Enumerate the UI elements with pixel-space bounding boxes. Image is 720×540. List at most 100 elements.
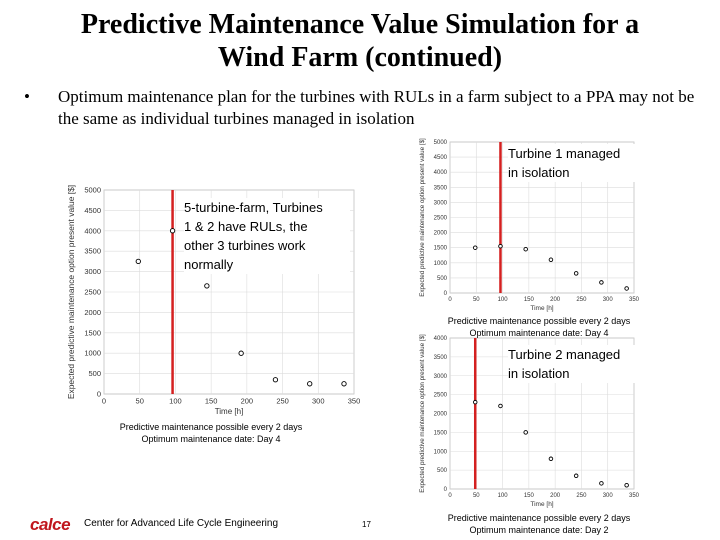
y-tick-label: 500 — [88, 369, 101, 378]
farm-annotation-line-4: normally — [184, 257, 234, 272]
y-tick-label: 4000 — [84, 226, 101, 235]
x-tick-label: 250 — [576, 493, 587, 499]
data-point — [169, 228, 176, 234]
x-tick-label: 350 — [348, 397, 361, 406]
footer-org-name: Center for Advanced Life Cycle Engineeri… — [84, 518, 279, 529]
data-point — [307, 381, 313, 387]
x-tick-label: 350 — [629, 297, 640, 303]
x-tick-label: 200 — [550, 493, 561, 499]
x-tick-label: 200 — [550, 297, 561, 303]
x-tick-label: 100 — [498, 493, 509, 499]
data-point — [472, 399, 478, 405]
data-point — [238, 350, 244, 356]
y-tick-label: 3500 — [434, 355, 448, 361]
y-tick-label: 4000 — [434, 170, 448, 176]
data-point — [548, 456, 554, 462]
bullet-text: Optimum maintenance plan for the turbine… — [58, 87, 695, 128]
farm-annotation-line-2: 1 & 2 have RULs, the — [184, 219, 308, 234]
turbine2-annotation-line-2: in isolation — [508, 366, 570, 381]
calce-logo: calce — [30, 515, 71, 534]
farm-chart: 0 500 1000 1500 2000 2500 3000 3500 4000 4500 5000… — [64, 182, 364, 418]
y-tick-label: 4500 — [434, 155, 448, 161]
turbine2-caption-line-1: Predictive maintenance possible every 2 … — [447, 513, 631, 523]
y-tick-label: 0 — [97, 390, 101, 399]
y-axis-label: Expected predictive maintenance option p… — [419, 334, 426, 493]
farm-annotation-line-3: other 3 turbines work — [184, 238, 306, 253]
y-tick-label: 1500 — [434, 430, 448, 436]
data-point — [599, 481, 604, 486]
y-tick-label: 3000 — [434, 200, 448, 206]
data-point — [135, 258, 141, 265]
data-point — [204, 283, 210, 289]
data-point — [523, 246, 528, 252]
farm-caption-line-1: Predictive maintenance possible every 2 … — [119, 422, 303, 432]
x-tick-label: 300 — [603, 493, 614, 499]
turbine1-caption-line-2: Optimum maintenance date: Day 4 — [469, 328, 609, 338]
farm-chart-svg: 0500100015002000250030003500400045005000… — [67, 185, 361, 416]
y-tick-label: 2000 — [434, 412, 448, 418]
x-tick-label: 350 — [629, 493, 640, 499]
x-tick-label: 200 — [241, 397, 254, 406]
x-tick-label: 250 — [576, 297, 587, 303]
y-tick-label: 2000 — [84, 308, 101, 317]
title-line-1: Predictive Maintenance Value Simulation … — [80, 9, 640, 40]
data-point — [472, 245, 478, 250]
y-tick-label: 5000 — [434, 140, 448, 146]
y-tick-label: 2500 — [434, 393, 448, 399]
data-point — [523, 430, 528, 435]
data-point — [498, 243, 503, 249]
x-tick-label: 150 — [205, 397, 218, 406]
turbine2-caption-line-2: Optimum maintenance date: Day 2 — [469, 525, 609, 535]
turbine2-annotation-line-1: Turbine 2 managed — [508, 347, 621, 362]
turbine1-annotation-line-1: Turbine 1 managed — [508, 146, 621, 161]
x-tick-label: 100 — [169, 397, 182, 406]
page-number: 17 — [362, 520, 371, 529]
y-tick-label: 2500 — [84, 288, 101, 297]
x-axis-label: Time [h] — [530, 305, 553, 312]
slide-title: Predictive Maintenance Value Simulation … — [10, 8, 710, 74]
y-axis-label: Expected predictive maintenance option p… — [67, 185, 76, 399]
y-tick-label: 3500 — [434, 185, 448, 191]
turbine1-annotation: Turbine 1 managed in isolation — [508, 144, 636, 182]
turbine1-caption: Predictive maintenance possible every 2 … — [424, 315, 654, 339]
y-tick-label: 3000 — [434, 374, 448, 380]
y-tick-label: 1000 — [434, 261, 448, 267]
data-point — [573, 271, 579, 276]
y-tick-label: 2000 — [434, 231, 448, 237]
data-point — [341, 381, 347, 387]
x-tick-label: 300 — [603, 297, 614, 303]
x-tick-label: 0 — [448, 493, 452, 499]
y-tick-label: 500 — [437, 468, 448, 474]
x-tick-label: 0 — [102, 397, 106, 406]
y-tick-label: 4500 — [84, 206, 101, 215]
data-point — [498, 403, 503, 409]
farm-caption: Predictive maintenance possible every 2 … — [96, 421, 326, 445]
y-tick-label: 1000 — [434, 449, 448, 455]
y-tick-label: 4000 — [434, 336, 448, 342]
y-tick-label: 1500 — [434, 246, 448, 252]
turbine1-annotation-line-2: in isolation — [508, 165, 570, 180]
farm-annotation: 5-turbine-farm, Turbines 1 & 2 have RULs… — [184, 198, 350, 274]
y-axis-label: Expected predictive maintenance option p… — [419, 138, 426, 297]
x-tick-label: 0 — [448, 297, 452, 303]
data-point — [624, 286, 629, 291]
farm-annotation-line-1: 5-turbine-farm, Turbines — [184, 200, 323, 215]
data-point — [624, 482, 629, 488]
data-point — [599, 280, 604, 285]
x-tick-label: 50 — [136, 397, 144, 406]
bullet-icon: • — [24, 87, 30, 106]
x-tick-label: 150 — [524, 493, 535, 499]
y-tick-label: 0 — [444, 487, 448, 493]
y-tick-label: 5000 — [84, 186, 101, 195]
title-line-2: Wind Farm (continued) — [217, 42, 503, 73]
y-tick-label: 0 — [444, 291, 448, 297]
turbine2-caption: Predictive maintenance possible every 2 … — [424, 512, 654, 536]
y-tick-label: 1000 — [84, 349, 101, 358]
y-tick-label: 1500 — [84, 328, 101, 337]
y-tick-label: 3500 — [84, 247, 101, 256]
x-tick-label: 250 — [276, 397, 289, 406]
x-tick-label: 300 — [312, 397, 325, 406]
y-tick-label: 2500 — [434, 216, 448, 222]
x-tick-label: 50 — [473, 493, 480, 499]
x-tick-label: 150 — [524, 297, 535, 303]
